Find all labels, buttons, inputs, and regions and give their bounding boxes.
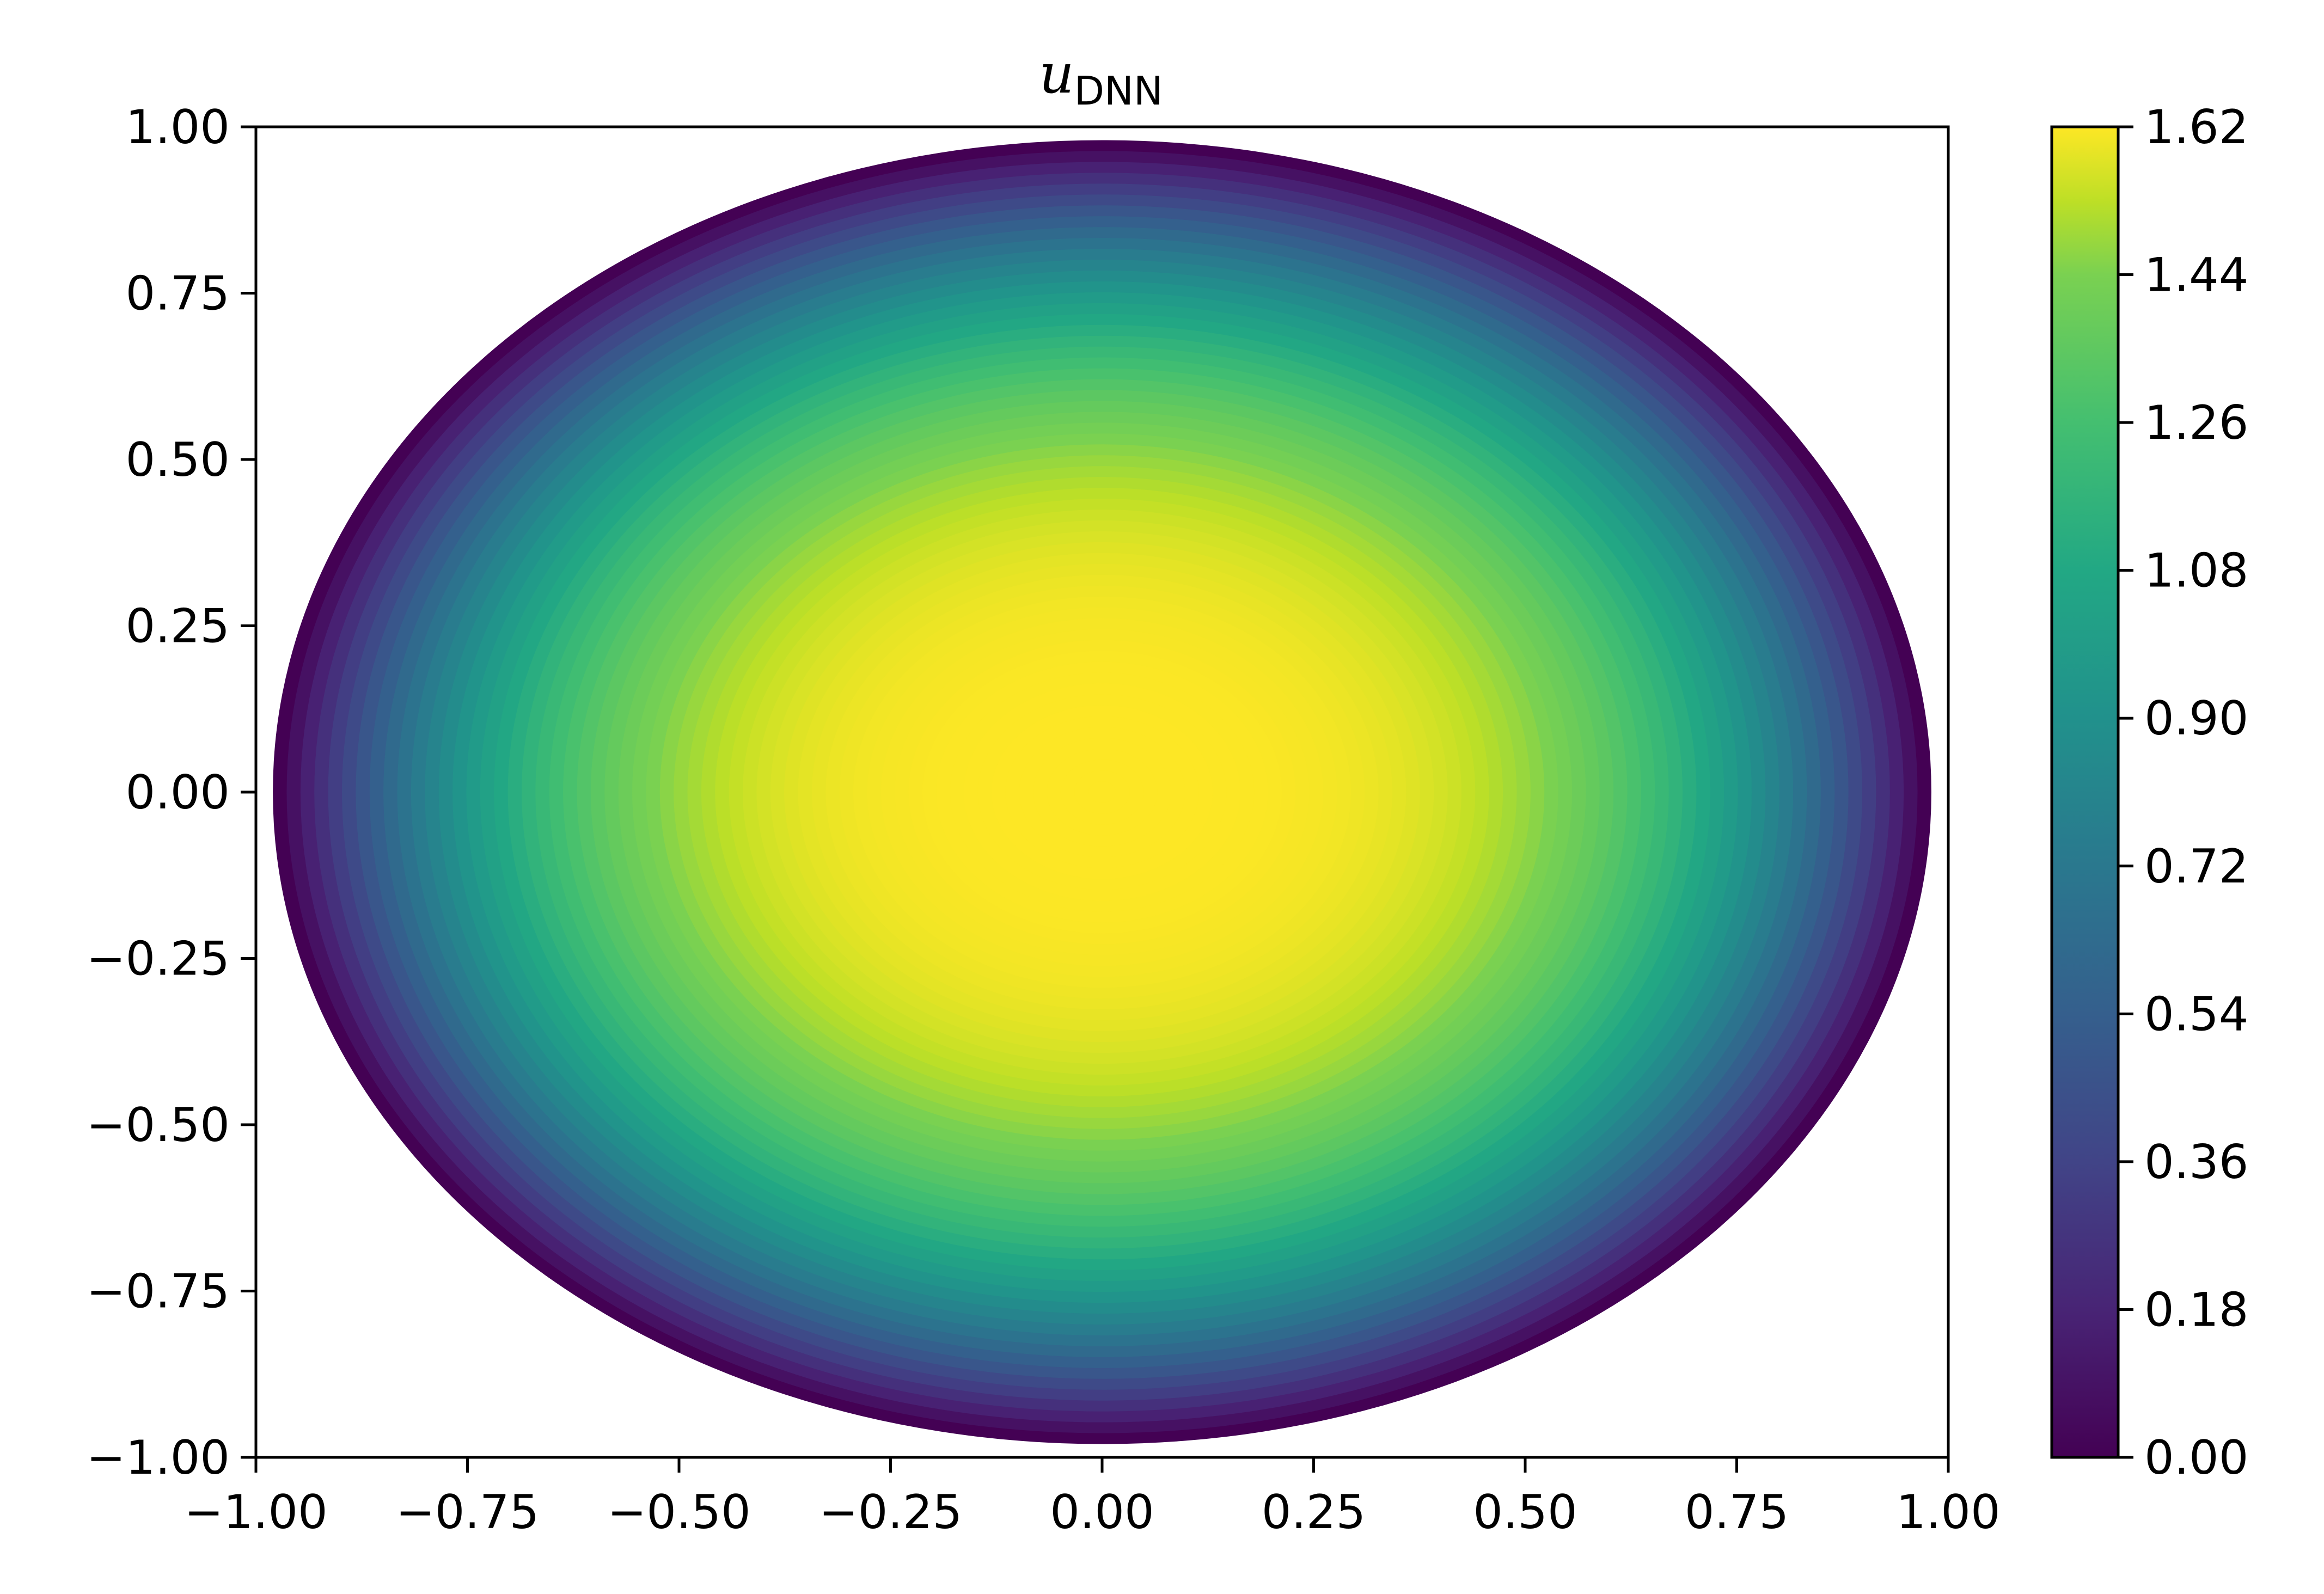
chart-title-subscript: DNN [1074,68,1163,114]
y-tick-label: −0.50 [86,1098,230,1152]
x-tick-label: 0.00 [1050,1485,1154,1540]
colorbar [2050,125,2120,1459]
y-tick-label: 0.00 [126,765,230,820]
y-axis: −1.00 −0.75 −0.50 −0.25 0.00 0.25 0.50 0.75 1.00 [86,100,256,1485]
colorbar-tick-label: 0.54 [2144,987,2248,1041]
colorbar-tick-label: 0.36 [2144,1135,2248,1190]
colorbar-tick-label: 0.72 [2144,839,2248,894]
x-tick-label: −0.25 [819,1485,963,1540]
x-tick-label: −0.50 [607,1485,751,1540]
colorbar-tick-label: 0.90 [2144,691,2248,746]
colorbar-tick-label: 1.08 [2144,544,2248,598]
x-tick-label: 0.25 [1262,1485,1366,1540]
colorbar-tick-label: 1.26 [2144,396,2248,450]
x-tick-label: 1.00 [1896,1485,2000,1540]
x-tick-label: −1.00 [184,1485,328,1540]
heatmap-field [273,140,1931,1444]
chart-title: uDNN [1039,42,1163,114]
colorbar-tick-label: 0.00 [2144,1431,2248,1485]
colorbar-tick-label: 0.18 [2144,1283,2248,1337]
y-tick-label: 0.50 [126,433,230,487]
y-tick-label: 0.75 [126,267,230,321]
x-axis: −1.00 −0.75 −0.50 −0.25 0.00 0.25 0.50 0.75 1.00 [184,1457,2001,1540]
colorbar-tick-label: 1.44 [2144,248,2248,303]
y-tick-label: −0.25 [86,932,230,986]
x-tick-label: 0.50 [1473,1485,1577,1540]
colorbar-tick-label: 1.62 [2144,100,2248,155]
x-tick-label: 0.75 [1685,1485,1789,1540]
chart-title-main: u [1039,42,1074,106]
y-tick-label: −1.00 [86,1431,230,1485]
y-tick-label: 1.00 [126,100,230,155]
contour-level-59 [1088,781,1116,803]
colorbar-axis: 0.00 0.18 0.36 0.54 0.72 0.90 1.08 1.26 1.44 1.62 [2118,100,2248,1485]
y-tick-label: −0.75 [86,1265,230,1319]
y-tick-label: 0.25 [126,599,230,654]
x-tick-label: −0.75 [396,1485,540,1540]
